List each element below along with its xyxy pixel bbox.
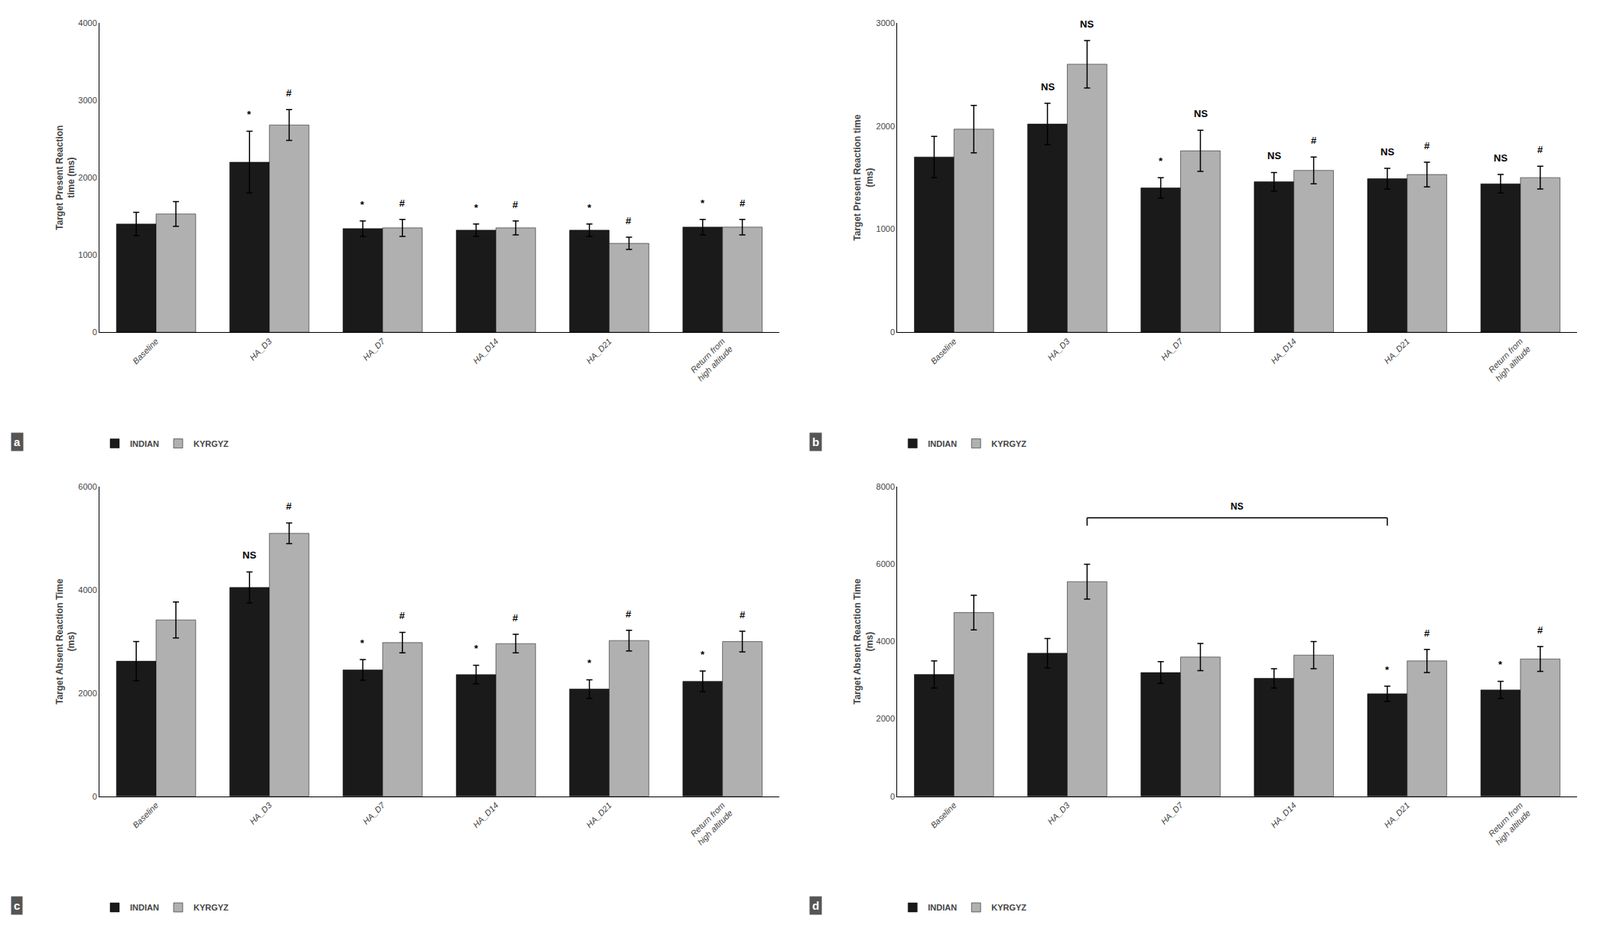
svg-text:HA_D21: HA_D21 [1382,336,1412,366]
svg-text:HA_D21: HA_D21 [1382,800,1412,830]
svg-text:#: # [1424,627,1431,639]
svg-text:*: * [587,656,592,669]
svg-text:HA_D7: HA_D7 [360,800,387,827]
svg-text:#: # [399,609,406,622]
svg-text:Target Present Reactiontime (m: Target Present Reactiontime (ms) [54,125,78,231]
svg-text:4000: 4000 [876,636,895,646]
svg-text:1000: 1000 [78,250,97,260]
svg-text:*: * [587,201,592,214]
svg-text:0: 0 [92,327,98,337]
svg-text:#: # [512,198,519,211]
svg-text:HA_D14: HA_D14 [471,800,501,830]
svg-text:HA_D7: HA_D7 [1158,335,1185,362]
svg-text:#: # [739,197,746,209]
svg-text:*: * [474,642,479,654]
svg-text:*: * [474,201,479,214]
svg-text:#: # [1537,143,1544,156]
svg-text:Baseline: Baseline [130,336,160,366]
svg-text:#: # [512,611,519,624]
svg-text:8000: 8000 [876,481,895,492]
svg-text:HA_D7: HA_D7 [360,335,387,362]
svg-text:Baseline: Baseline [928,800,958,830]
svg-text:HA_D3: HA_D3 [1045,800,1072,827]
svg-text:4000: 4000 [78,18,97,28]
svg-text:HA_D14: HA_D14 [1268,336,1298,366]
svg-text:KYRGYZ: KYRGYZ [991,439,1027,449]
svg-text:NS: NS [1267,149,1282,162]
svg-text:*: * [360,637,365,649]
svg-text:HA_D14: HA_D14 [471,336,501,366]
svg-text:HA_D21: HA_D21 [584,336,614,366]
svg-text:INDIAN: INDIAN [927,902,957,912]
svg-text:NS: NS [242,549,257,561]
svg-text:0: 0 [890,791,895,801]
svg-text:*: * [247,108,252,121]
svg-text:NS: NS [1079,18,1094,30]
svg-text:a: a [13,435,21,449]
svg-text:Target Present Reaction time(m: Target Present Reaction time(ms) [852,113,875,241]
svg-text:#: # [1537,624,1544,636]
svg-text:Return fromhigh altitude: Return fromhigh altitude [1486,336,1533,384]
svg-text:2000: 2000 [876,121,895,131]
svg-text:#: # [399,197,406,209]
svg-text:#: # [625,608,632,620]
svg-text:c: c [13,898,20,912]
svg-text:6000: 6000 [876,559,895,569]
svg-text:Baseline: Baseline [130,800,160,830]
svg-text:2000: 2000 [78,688,97,698]
svg-text:HA_D21: HA_D21 [584,800,614,830]
svg-text:0: 0 [890,327,895,337]
svg-text:3000: 3000 [78,95,97,105]
svg-text:*: * [360,198,365,211]
svg-text:Return fromhigh altitude: Return fromhigh altitude [688,800,735,847]
svg-text:Target Absent Reaction Time(ms: Target Absent Reaction Time(ms) [54,578,78,705]
svg-text:NS: NS [1040,81,1055,93]
svg-text:HA_D14: HA_D14 [1268,800,1298,830]
svg-text:Baseline: Baseline [928,336,958,366]
svg-text:2000: 2000 [78,172,97,183]
svg-text:Return fromhigh altitude: Return fromhigh altitude [688,336,735,384]
svg-text:4000: 4000 [78,585,97,595]
svg-text:INDIAN: INDIAN [130,902,160,912]
svg-text:KYRGYZ: KYRGYZ [193,902,229,912]
svg-text:b: b [812,435,820,449]
svg-text:#: # [1310,134,1318,147]
svg-text:NS: NS [1380,146,1395,158]
svg-text:NS: NS [1230,500,1244,512]
svg-text:HA_D3: HA_D3 [1045,335,1072,362]
svg-text:1000: 1000 [876,224,895,234]
svg-text:#: # [286,500,293,512]
svg-text:d: d [812,898,820,912]
svg-text:#: # [286,87,293,99]
svg-text:HA_D7: HA_D7 [1158,800,1185,827]
svg-text:*: * [700,648,706,661]
svg-text:INDIAN: INDIAN [130,439,160,449]
svg-text:Return fromhigh altitude: Return fromhigh altitude [1486,800,1533,847]
svg-text:KYRGYZ: KYRGYZ [991,902,1027,912]
svg-text:#: # [1424,139,1431,152]
svg-text:*: * [1498,658,1503,670]
svg-text:*: * [700,197,706,209]
svg-text:Target Absent Reaction Time(ms: Target Absent Reaction Time(ms) [852,578,875,705]
svg-text:#: # [625,214,632,227]
svg-text:*: * [1158,155,1164,167]
svg-text:KYRGYZ: KYRGYZ [193,439,229,449]
svg-text:NS: NS [1493,152,1508,164]
svg-text:3000: 3000 [876,18,895,28]
svg-text:INDIAN: INDIAN [927,439,957,449]
svg-text:2000: 2000 [876,713,895,723]
svg-text:0: 0 [92,791,98,801]
svg-text:*: * [1385,663,1390,676]
svg-text:6000: 6000 [78,481,97,492]
svg-text:NS: NS [1193,107,1208,120]
svg-text:#: # [739,608,746,621]
svg-text:HA_D3: HA_D3 [247,335,274,362]
svg-text:HA_D3: HA_D3 [247,800,274,827]
